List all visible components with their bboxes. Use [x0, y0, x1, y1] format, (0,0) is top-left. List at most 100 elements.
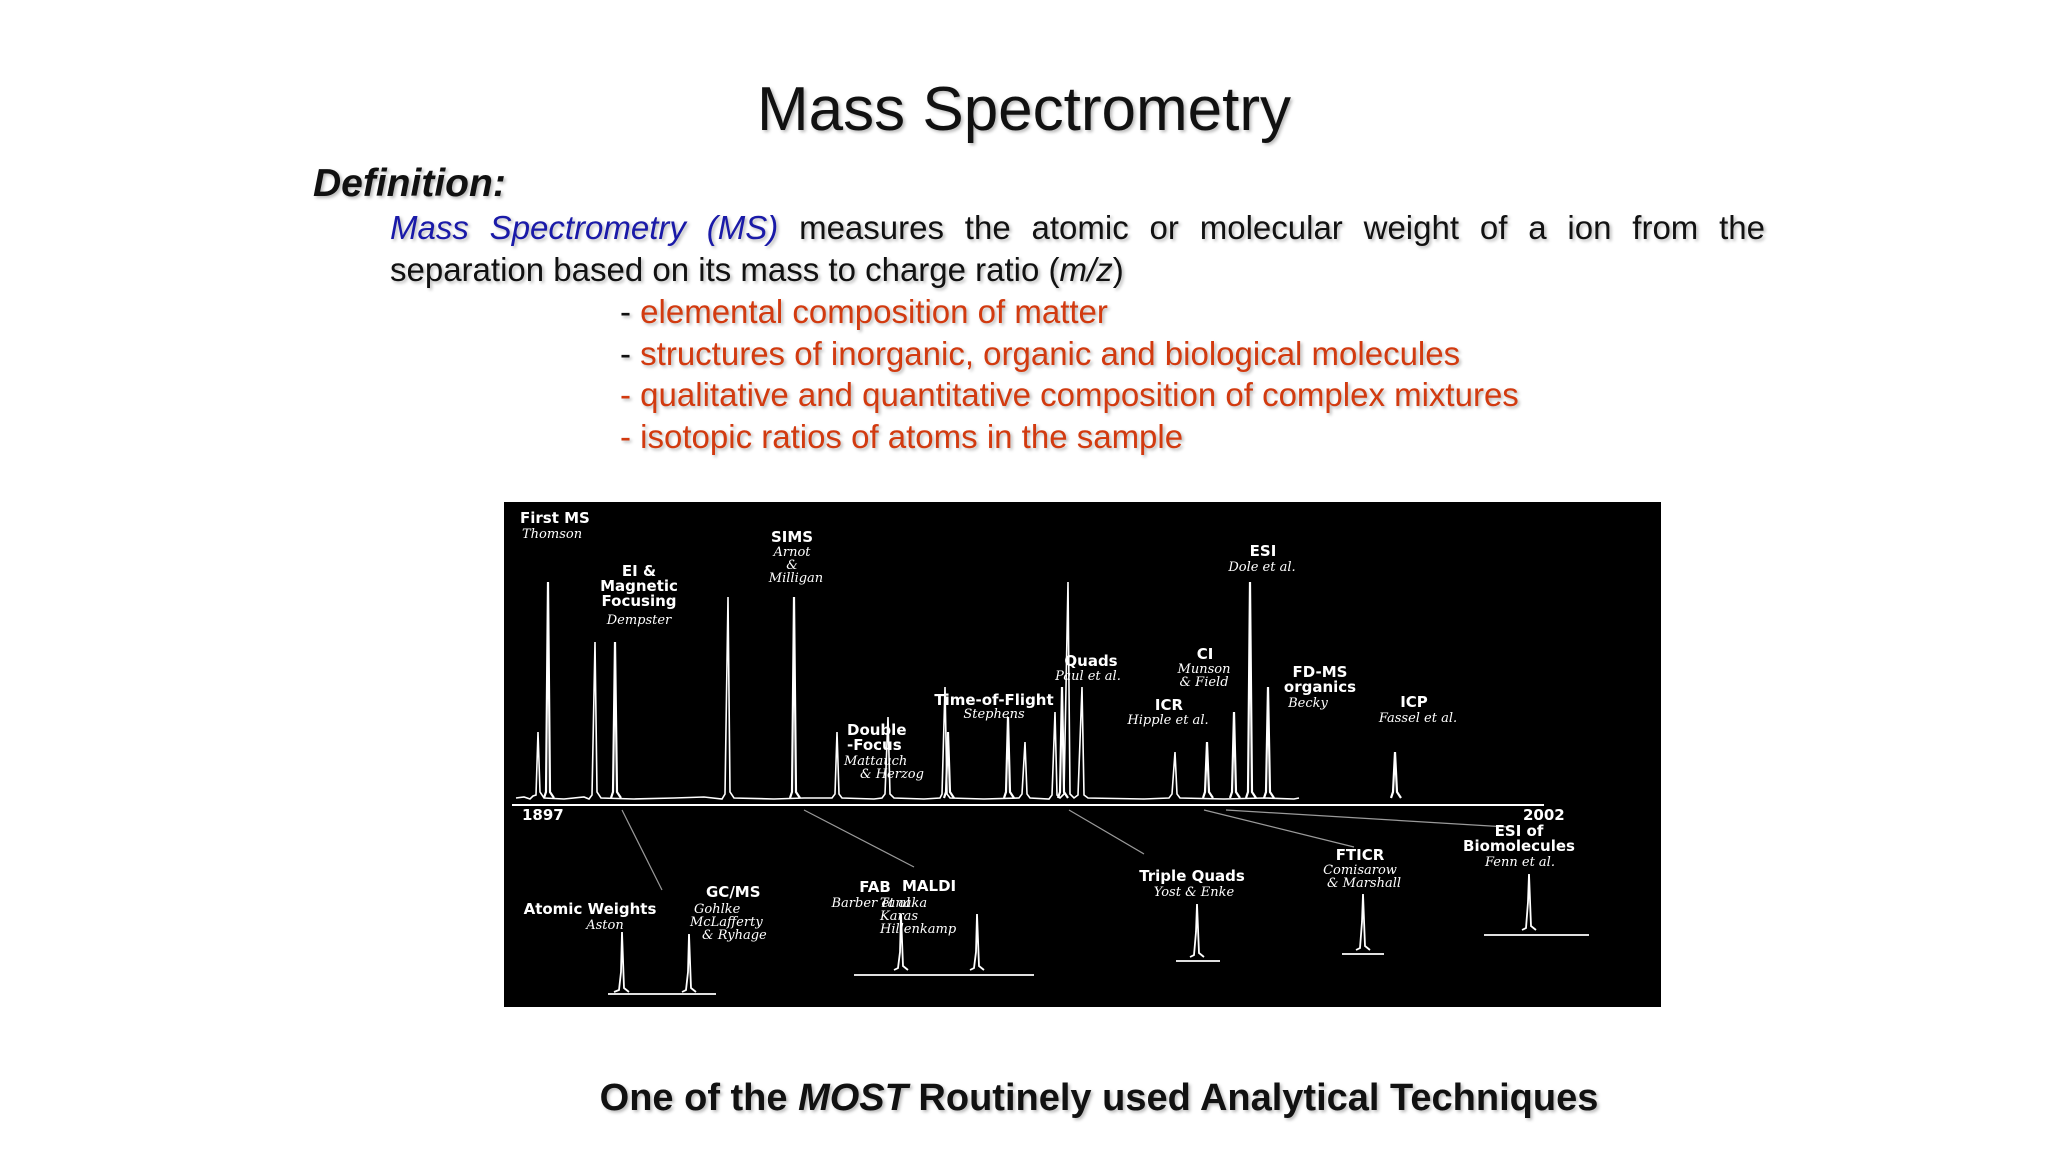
peak-triple-quads	[1189, 903, 1205, 958]
label-people: Stephens	[963, 707, 1025, 722]
label-atomic-weights: Atomic Weights Aston	[524, 900, 657, 933]
label-name: Double	[847, 721, 907, 739]
label-name: Atomic Weights	[524, 900, 657, 918]
list-item: - isotopic ratios of atoms in the sample	[620, 416, 1519, 458]
peak-esi-bio	[1521, 873, 1537, 931]
label-people: Comisarow	[1323, 863, 1397, 878]
ms-history-timeline-figure: 1897 2002 First MS Thomson EI & Magnetic…	[504, 502, 1661, 1007]
definition-heading-text: Definition	[313, 162, 493, 205]
label-fticr: FTICR Comisarow & Marshall	[1323, 846, 1401, 891]
peak-tof	[1002, 716, 1015, 799]
peak-sims	[788, 596, 801, 799]
connector-lines	[621, 809, 1508, 891]
label-fab: FAB Barber et al.	[831, 878, 915, 911]
timeline-baseline	[515, 581, 1300, 800]
definition-term: Mass Spectrometry (MS)	[390, 209, 779, 246]
label-name: Quads	[1064, 652, 1117, 670]
connector-line	[1203, 809, 1355, 848]
label-name: ICP	[1400, 693, 1428, 711]
peak-fticr	[1355, 893, 1371, 951]
definition-heading: Definition:	[313, 160, 506, 208]
label-people: & Marshall	[1327, 876, 1401, 891]
bullet-dash: -	[620, 293, 641, 330]
bullet-text: elemental composition of matter	[640, 293, 1108, 330]
bullet-text: isotopic ratios of atoms in the sample	[640, 417, 1184, 455]
label-fdms: FD-MS organics Becky	[1284, 663, 1356, 711]
label-people: Fenn et al.	[1484, 855, 1555, 870]
definition-body: measures the atomic or molecular weight …	[390, 209, 1765, 288]
label-people: Munson	[1177, 662, 1231, 677]
peak-maldi	[969, 913, 985, 971]
label-name: ESI of	[1495, 822, 1544, 840]
peak-fdms	[1262, 686, 1275, 799]
label-icp: ICP Fassel et al.	[1378, 693, 1457, 726]
application-list: - elemental composition of matter - stru…	[620, 291, 1519, 457]
label-people: & Herzog	[860, 767, 924, 782]
label-name: SIMS	[771, 528, 813, 546]
label-name: FAB	[859, 878, 891, 896]
peak-fab	[893, 913, 909, 971]
peak-ci	[1228, 711, 1241, 799]
label-ci: CI Munson & Field	[1177, 645, 1231, 690]
bullet-dash: -	[620, 376, 641, 413]
label-name: Time-of-Flight	[934, 691, 1053, 709]
label-name: Focusing	[602, 592, 677, 610]
label-gcms: GC/MS Gohlke McLafferty & Ryhage	[689, 883, 767, 943]
footer-emphasis: MOST	[798, 1077, 908, 1119]
peak-atomic-weights-1	[613, 931, 630, 993]
label-ei-magnetic: EI & Magnetic Focusing Dempster	[600, 562, 678, 628]
slide-title: Mass Spectrometry	[756, 75, 1292, 144]
footer-text-post: Routinely used Analytical Techniques	[907, 1077, 1599, 1119]
mz-symbol: m/z	[1059, 251, 1113, 288]
label-esi-bio: ESI of Biomolecules Fenn et al.	[1463, 822, 1575, 870]
label-name: Triple Quads	[1139, 867, 1245, 885]
footer-tagline: One of the MOST Routinely used Analytica…	[0, 1074, 2048, 1122]
label-people: Yost & Enke	[1154, 885, 1235, 900]
label-name: EI &	[622, 562, 656, 580]
label-people: Mattauch	[843, 754, 907, 769]
peak-double-focus	[942, 731, 955, 799]
label-name: MALDI	[902, 877, 956, 895]
connector-line	[621, 809, 663, 891]
label-people: Becky	[1287, 696, 1328, 711]
label-people: McLafferty	[689, 915, 763, 930]
list-item: - qualitative and quantitative compositi…	[620, 374, 1519, 416]
peak-icp	[1389, 751, 1402, 799]
label-people: Tanaka	[880, 896, 927, 911]
label-double-focus: Double -Focus Mattauch & Herzog	[843, 721, 924, 782]
label-people: Dempster	[606, 613, 672, 628]
peak-first-ms	[542, 581, 555, 799]
bullet-dash: -	[620, 417, 641, 455]
peaks-below	[608, 873, 1589, 995]
label-people: &	[786, 558, 798, 573]
connector-line	[803, 809, 915, 868]
bullet-dash: -	[620, 334, 641, 372]
label-people: Thomson	[522, 527, 582, 542]
label-people: Gohlke	[694, 902, 741, 917]
label-quads: Quads Paul et al.	[1054, 652, 1121, 684]
label-icr: ICR Hipple et al.	[1126, 696, 1208, 728]
footer-text-pre: One of the	[599, 1077, 799, 1119]
label-triple-quads: Triple Quads Yost & Enke	[1139, 867, 1245, 900]
label-people: Karas	[879, 909, 918, 924]
label-name: CI	[1197, 645, 1214, 663]
bullet-text: structures of inorganic, organic and bio…	[640, 334, 1461, 372]
label-name: -Focus	[847, 736, 902, 754]
peak-quads	[1056, 686, 1069, 799]
label-maldi: MALDI Tanaka Karas Hillenkamp	[879, 877, 957, 937]
year-end-label: 2002	[1523, 806, 1565, 824]
label-name: FTICR	[1336, 846, 1385, 864]
label-first-ms: First MS Thomson	[520, 509, 590, 542]
label-people: Paul et al.	[1054, 669, 1121, 684]
year-start-label: 1897	[522, 806, 564, 824]
label-name: Magnetic	[600, 577, 678, 595]
label-name: FD-MS	[1293, 663, 1348, 681]
connector-line	[1068, 809, 1145, 855]
label-people: Barber et al.	[831, 896, 915, 911]
list-item: - structures of inorganic, organic and b…	[620, 333, 1519, 375]
label-people: & Field	[1179, 675, 1228, 690]
label-name: organics	[1284, 678, 1356, 696]
bullet-text: qualitative and quantitative composition…	[640, 376, 1519, 413]
peak-icr	[1201, 741, 1214, 799]
peaks-above	[542, 581, 1402, 799]
